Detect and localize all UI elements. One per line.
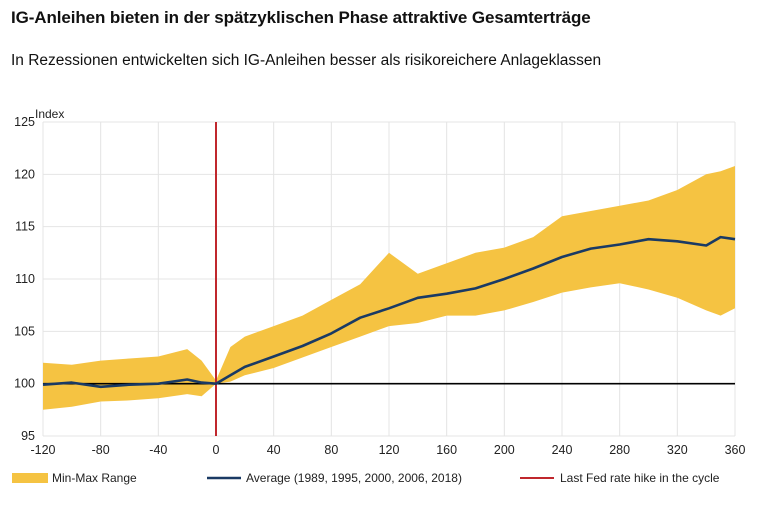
chart-title: IG-Anleihen bieten in der spätzyklischen…	[11, 8, 591, 27]
legend-label: Last Fed rate hike in the cycle	[560, 471, 720, 485]
y-tick-label: 125	[14, 115, 35, 129]
x-tick-label: 360	[725, 443, 746, 457]
x-tick-label: 240	[552, 443, 573, 457]
range-area-layer	[43, 166, 735, 410]
y-tick-label: 95	[21, 429, 35, 443]
y-tick-label: 100	[14, 377, 35, 391]
average-line	[42, 235, 736, 389]
x-tick-label: 320	[667, 443, 688, 457]
x-tick-label: 280	[609, 443, 630, 457]
legend-label: Average (1989, 1995, 2000, 2006, 2018)	[246, 471, 462, 485]
x-tick-label: 200	[494, 443, 515, 457]
legend-swatch-range	[12, 473, 48, 483]
x-tick-label: 40	[267, 443, 281, 457]
x-tick-label: -120	[30, 443, 55, 457]
legend-label: Min-Max Range	[52, 471, 137, 485]
x-tick-label: 0	[213, 443, 220, 457]
x-tick-label: -40	[149, 443, 167, 457]
x-tick-label: 80	[324, 443, 338, 457]
min-max-range-area	[43, 166, 735, 410]
legend: Min-Max Range Average (1989, 1995, 2000, …	[12, 471, 720, 485]
y-tick-label: 110	[15, 272, 35, 286]
y-tick-label: 115	[15, 220, 35, 234]
y-tick-label: 120	[14, 167, 35, 181]
average-line-layer	[42, 235, 736, 389]
x-tick-label: 120	[379, 443, 400, 457]
y-tick-label: 105	[14, 324, 35, 338]
chart-subtitle: In Rezessionen entwickelten sich IG-Anle…	[11, 52, 602, 69]
x-tick-label: -80	[92, 443, 110, 457]
y-axis-label: Index	[35, 107, 64, 121]
x-tick-label: 160	[436, 443, 457, 457]
tick-label-layer: 95 100 105 110 115 120 125 -120 -80 -40 0 40 80 120 16…	[14, 115, 745, 457]
